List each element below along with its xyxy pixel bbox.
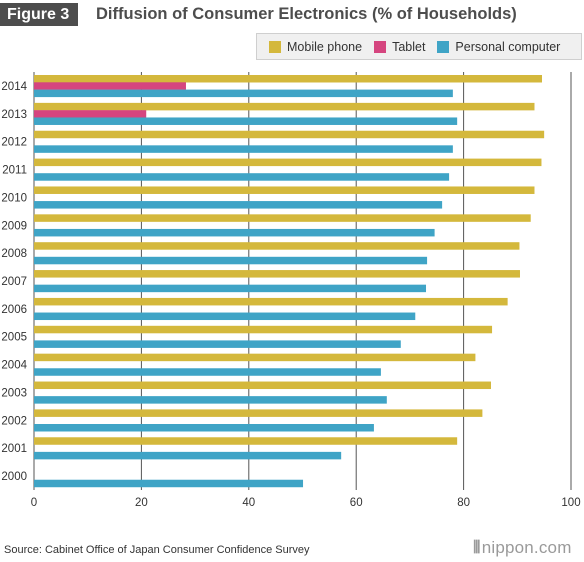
- bar-mobile-phone-2011: [34, 158, 542, 167]
- chart-title: Diffusion of Consumer Electronics (% of …: [96, 5, 517, 23]
- x-tick-label-20: 20: [135, 497, 148, 509]
- y-tick-label-2001: 2001: [1, 443, 27, 455]
- bar-personal-computer-2008: [34, 256, 428, 265]
- bar-mobile-phone-2004: [34, 353, 476, 362]
- bar-personal-computer-2003: [34, 396, 387, 404]
- legend-item-personal-computer: Personal computer: [437, 40, 560, 54]
- y-tick-label-2007: 2007: [1, 276, 27, 288]
- y-tick-label-2006: 2006: [1, 304, 27, 316]
- y-tick-label-2011: 2011: [2, 165, 27, 177]
- legend-item-tablet: Tablet: [374, 40, 425, 54]
- x-tick-label-100: 100: [561, 497, 580, 509]
- bar-mobile-phone-2014: [34, 75, 543, 83]
- bar-mobile-phone-2008: [34, 242, 520, 250]
- y-tick-label-2010: 2010: [1, 192, 27, 204]
- y-tick-label-2002: 2002: [1, 415, 27, 427]
- bar-personal-computer-2005: [34, 340, 401, 348]
- y-tick-label-2014: 2014: [1, 81, 27, 93]
- bar-personal-computer-2004: [34, 368, 381, 376]
- x-tick-label-40: 40: [242, 497, 255, 509]
- bar-mobile-phone-2002: [34, 409, 483, 417]
- legend-label-personal-computer: Personal computer: [455, 39, 561, 54]
- y-tick-label-2003: 2003: [1, 387, 27, 399]
- bar-personal-computer-2006: [34, 312, 416, 321]
- bar-mobile-phone-2001: [34, 437, 458, 445]
- bar-mobile-phone-2007: [34, 270, 520, 278]
- legend-swatch-mobile-phone: [269, 40, 281, 53]
- bar-personal-computer-2013: [34, 117, 458, 125]
- chart-header: Figure 3 Diffusion of Consumer Electroni…: [0, 0, 584, 30]
- bar-mobile-phone-2006: [34, 297, 508, 306]
- y-tick-label-2000: 2000: [1, 471, 27, 483]
- y-tick-label-2012: 2012: [1, 137, 27, 149]
- legend-label-mobile-phone: Mobile phone: [287, 39, 363, 54]
- bar-personal-computer-2009: [34, 228, 435, 237]
- bar-mobile-phone-2003: [34, 381, 491, 390]
- figure-label: Figure 3: [0, 3, 79, 26]
- y-tick-label-2005: 2005: [1, 332, 27, 344]
- bar-tablet-2014: [34, 82, 186, 90]
- bar-personal-computer-2010: [34, 201, 443, 209]
- y-tick-label-2004: 2004: [1, 360, 27, 372]
- legend-label-tablet: Tablet: [392, 39, 426, 54]
- bar-personal-computer-2012: [34, 145, 453, 153]
- x-tick-label-60: 60: [350, 497, 363, 509]
- bar-mobile-phone-2013: [34, 102, 535, 111]
- legend-swatch-tablet: [374, 40, 387, 53]
- bar-personal-computer-2002: [34, 424, 374, 432]
- bar-personal-computer-2011: [34, 173, 450, 181]
- source-note: Source: Cabinet Office of Japan Consumer…: [4, 544, 310, 556]
- brand-text: nippon.com: [481, 538, 572, 557]
- bar-personal-computer-2007: [34, 284, 427, 293]
- bar-tablet-2013: [34, 110, 147, 118]
- bar-mobile-phone-2005: [34, 325, 493, 334]
- y-tick-label-2008: 2008: [1, 248, 27, 260]
- bar-mobile-phone-2010: [34, 186, 535, 194]
- legend-item-mobile-phone: Mobile phone: [269, 40, 362, 54]
- bar-personal-computer-2000: [34, 479, 304, 488]
- bar-mobile-phone-2009: [34, 214, 531, 222]
- bar-personal-computer-2001: [34, 451, 342, 460]
- brand-mark-icon: ⦀: [473, 538, 481, 557]
- brand-logo: ⦀nippon.com: [473, 538, 572, 558]
- legend-swatch-personal-computer: [437, 40, 450, 53]
- y-tick-label-2009: 2009: [1, 220, 27, 232]
- bar-personal-computer-2014: [34, 89, 453, 98]
- x-tick-label-80: 80: [457, 497, 470, 509]
- chart-legend: Mobile phone Tablet Personal computer: [256, 33, 582, 60]
- bar-mobile-phone-2012: [34, 130, 545, 139]
- y-tick-label-2013: 2013: [1, 109, 27, 121]
- x-tick-label-0: 0: [31, 497, 37, 509]
